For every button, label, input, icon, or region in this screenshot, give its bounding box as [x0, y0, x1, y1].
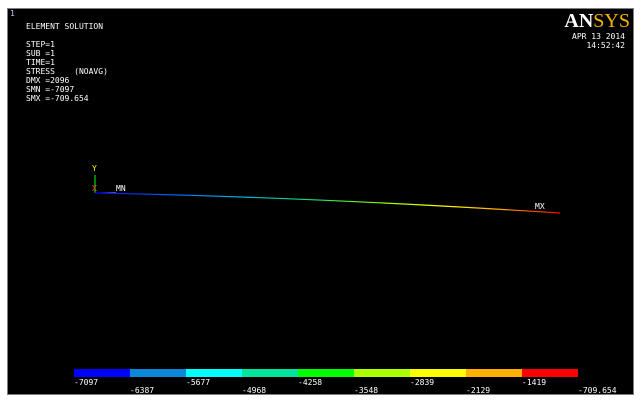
- info-sub: SUB =1: [26, 49, 55, 58]
- legend-segment-3: [186, 369, 242, 377]
- legend-segment-7: [410, 369, 466, 377]
- legend-value-6: -3548: [354, 386, 379, 395]
- triad-y-label: Y: [92, 164, 97, 173]
- info-stress: STRESS (NOAVG): [26, 67, 108, 76]
- legend-segment-1: [74, 369, 130, 377]
- legend-value-8: -2129: [466, 386, 491, 395]
- legend-segment-8: [466, 369, 522, 377]
- window-number: 1: [10, 9, 15, 18]
- deflected-beam: [94, 192, 561, 214]
- solution-title: ELEMENT SOLUTION: [26, 22, 104, 31]
- legend-value-4: -4968: [242, 386, 267, 395]
- legend-value-2: -6387: [130, 386, 155, 395]
- legend-value-3: -5677: [186, 378, 211, 387]
- legend-value-9: -1419: [522, 378, 547, 387]
- timestamp-time: 14:52:42: [586, 41, 625, 50]
- info-smn: SMN =-7097: [26, 85, 75, 94]
- logo-part-an: AN: [564, 10, 594, 32]
- info-step: STEP=1: [26, 40, 55, 49]
- legend-value-5: -4258: [298, 378, 323, 387]
- legend-value-10: -709.654: [578, 386, 617, 395]
- legend-segment-6: [354, 369, 410, 377]
- timestamp-date: APR 13 2014: [572, 32, 625, 41]
- legend-segment-2: [130, 369, 186, 377]
- info-smx: SMX =-709.654: [26, 94, 89, 103]
- legend-value-7: -2839: [410, 378, 435, 387]
- max-label: MX: [535, 202, 545, 211]
- triad-x-label: X: [92, 184, 97, 193]
- info-time: TIME=1: [26, 58, 55, 67]
- contour-legend: [74, 369, 578, 377]
- beam-plot: [94, 175, 561, 214]
- legend-segment-9: [522, 369, 578, 377]
- graphics-window[interactable]: 1 ELEMENT SOLUTION STEP=1 SUB =1 TIME=1 …: [7, 8, 634, 395]
- ansys-logo: ANSYS: [564, 10, 630, 33]
- legend-value-1: -7097: [74, 378, 99, 387]
- legend-segment-5: [298, 369, 354, 377]
- info-dmx: DMX =2096: [26, 76, 70, 85]
- logo-part-sys: SYS: [593, 10, 630, 32]
- solution-info: ELEMENT SOLUTION STEP=1 SUB =1 TIME=1 ST…: [26, 22, 108, 103]
- timestamp: APR 13 2014 14:52:42: [572, 32, 625, 50]
- min-label: MN: [116, 184, 126, 193]
- legend-segment-4: [242, 369, 298, 377]
